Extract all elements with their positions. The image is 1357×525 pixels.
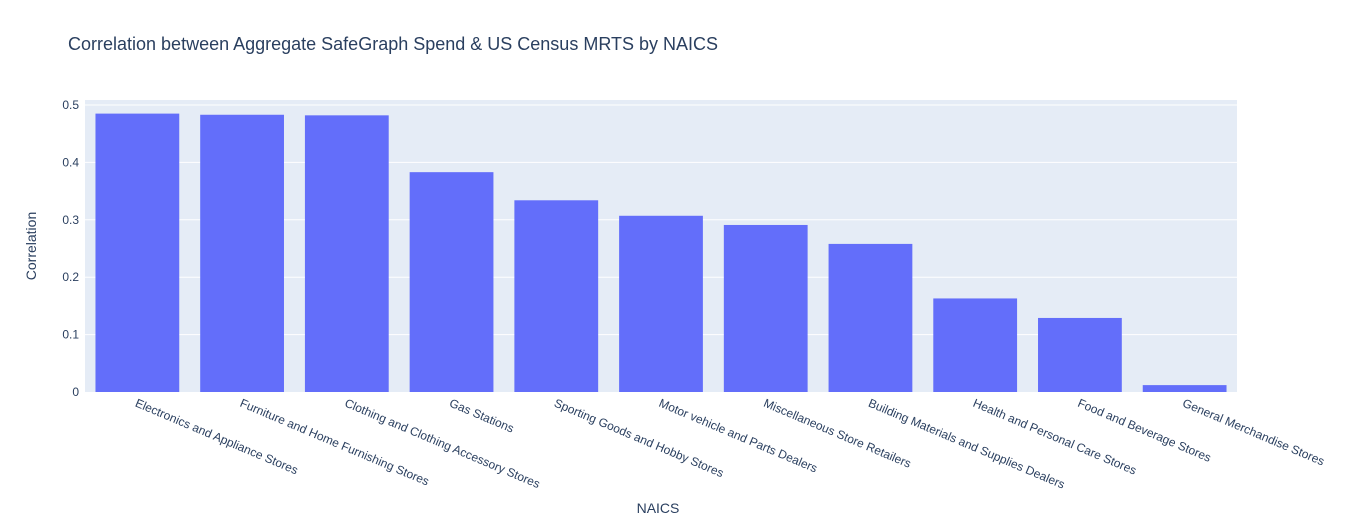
y-axis-title: Correlation <box>23 212 39 280</box>
y-tick-label: 0.4 <box>62 155 79 169</box>
x-axis-title: NAICS <box>637 500 680 516</box>
x-tick-label: Health and Personal Care Stores <box>971 396 1139 478</box>
bars <box>95 113 1227 393</box>
y-tick-label: 0 <box>72 385 79 399</box>
bar[interactable] <box>1038 317 1122 392</box>
x-tick-label: Gas Stations <box>447 396 516 436</box>
bar[interactable] <box>95 113 180 393</box>
x-tick-label: Building Materials and Supplies Dealers <box>866 396 1067 492</box>
x-tick-label: Furniture and Home Furnishing Stores <box>238 396 431 489</box>
bar[interactable] <box>933 298 1018 392</box>
bar[interactable] <box>200 114 284 393</box>
y-axis-ticks: 0 0.1 0.2 0.3 0.4 0.5 <box>62 98 79 399</box>
x-axis-ticks: Electronics and Appliance StoresFurnitur… <box>133 396 1326 492</box>
bar[interactable] <box>304 115 389 392</box>
x-tick-label: Electronics and Appliance Stores <box>133 396 300 477</box>
bar[interactable] <box>723 224 808 392</box>
y-tick-label: 0.5 <box>62 98 79 112</box>
bar[interactable] <box>828 243 913 392</box>
x-tick-label: Sporting Goods and Hobby Stores <box>552 396 726 480</box>
bar[interactable] <box>409 172 494 392</box>
y-tick-label: 0.1 <box>62 328 79 342</box>
y-tick-label: 0.2 <box>62 270 79 284</box>
bar[interactable] <box>1142 385 1227 392</box>
x-tick-label: Clothing and Clothing Accessory Stores <box>343 396 542 491</box>
chart-title: Correlation between Aggregate SafeGraph … <box>68 34 718 54</box>
y-tick-label: 0.3 <box>62 213 79 227</box>
bar[interactable] <box>514 200 599 392</box>
bar[interactable] <box>619 215 703 392</box>
